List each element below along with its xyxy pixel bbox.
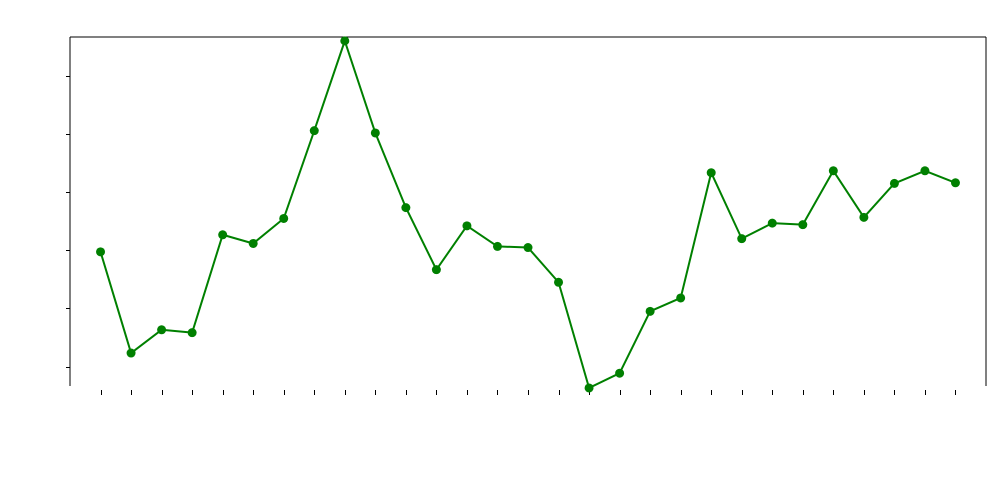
data-point — [279, 213, 289, 223]
data-point — [340, 36, 350, 46]
series-line — [99, 39, 957, 389]
data-point — [767, 218, 777, 228]
data-point — [554, 277, 564, 287]
data-point — [859, 212, 869, 222]
data-point — [309, 126, 319, 136]
data-point — [706, 168, 716, 178]
data-point — [798, 220, 808, 230]
data-point — [492, 241, 502, 251]
data-point — [676, 293, 686, 303]
data-point — [401, 203, 411, 213]
data-point — [431, 265, 441, 275]
series-layer — [96, 36, 960, 393]
data-point — [462, 221, 472, 231]
data-point — [615, 368, 625, 378]
data-point — [584, 383, 594, 393]
data-point — [889, 178, 899, 188]
data-point — [96, 247, 106, 257]
data-point — [157, 325, 167, 335]
data-point — [645, 306, 655, 316]
data-point — [737, 234, 747, 244]
data-point — [828, 166, 838, 176]
data-point — [218, 230, 228, 240]
axes-layer — [66, 36, 987, 395]
data-point — [126, 348, 136, 358]
data-point — [950, 178, 960, 188]
data-point — [920, 166, 930, 176]
data-point — [187, 328, 197, 338]
data-point — [523, 243, 533, 253]
data-point — [370, 128, 380, 138]
data-point — [248, 238, 258, 248]
